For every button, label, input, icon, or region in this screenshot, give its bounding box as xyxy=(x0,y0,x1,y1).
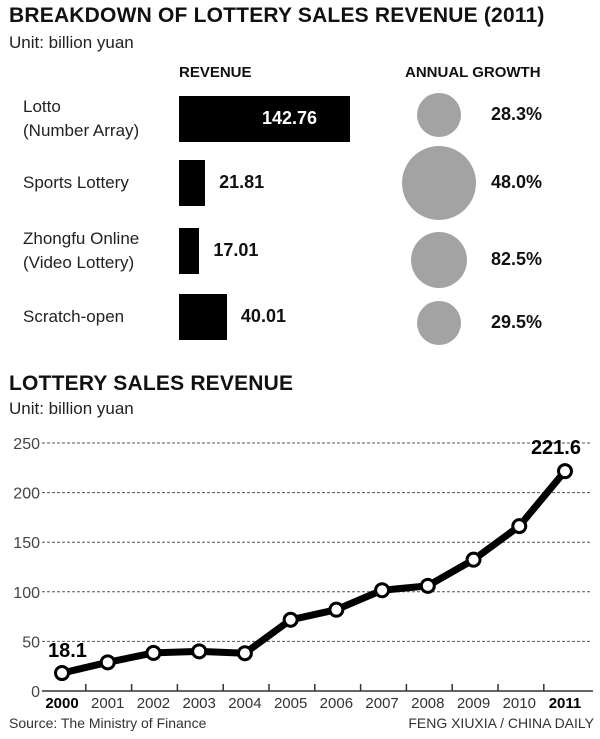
category-label-line: (Video Lottery) xyxy=(23,253,135,272)
x-tick-label: 2011 xyxy=(549,695,582,712)
category-label-line: Lotto xyxy=(23,97,61,116)
data-label-last: 221.6 xyxy=(531,437,581,459)
category-label-line: Sports Lottery xyxy=(23,173,129,192)
x-tick-label: 2004 xyxy=(228,695,261,712)
revenue-bar xyxy=(179,228,200,274)
data-point xyxy=(145,644,162,661)
growth-bubble xyxy=(402,146,476,220)
x-tick-label: 2009 xyxy=(457,695,490,712)
data-point xyxy=(374,582,391,599)
data-point xyxy=(511,518,528,535)
revenue-value-label: 40.01 xyxy=(240,306,286,326)
revenue-column-header: REVENUE xyxy=(179,64,252,81)
revenue-value-label: 17.01 xyxy=(213,240,259,260)
series-line xyxy=(61,468,568,677)
growth-value-label: 29.5% xyxy=(491,312,543,332)
growth-value-label: 48.0% xyxy=(491,172,543,192)
y-tick-label: 100 xyxy=(13,585,40,602)
x-tick-label: 2007 xyxy=(365,695,398,712)
revenue-value-label: 21.81 xyxy=(219,172,265,192)
data-point xyxy=(54,665,70,682)
x-tick-label: 2002 xyxy=(137,695,170,712)
y-tick-label: 150 xyxy=(13,535,40,552)
growth-bubble xyxy=(411,232,467,288)
x-tick-label: 2008 xyxy=(411,695,444,712)
category-label: Lotto (Number Array) xyxy=(23,95,139,143)
y-tick-label: 0 xyxy=(31,684,40,701)
growth-bubble xyxy=(417,93,461,137)
category-label-line: Scratch-open xyxy=(23,307,125,326)
x-tick-label: 2006 xyxy=(320,695,353,712)
growth-value-label: 82.5% xyxy=(491,249,543,269)
y-tick-label: 250 xyxy=(13,436,40,453)
credit-note: FENG XIUXIA / CHINA DAILY xyxy=(408,715,594,731)
growth-column-header: ANNUAL GROWTH xyxy=(405,64,541,81)
source-note: Source: The Ministry of Finance xyxy=(9,715,207,731)
breakdown-unit: Unit: billion yuan xyxy=(9,33,134,52)
data-point xyxy=(419,577,436,594)
data-point xyxy=(557,463,573,480)
revenue-bar xyxy=(179,294,227,340)
category-label-line: Zhongfu Online xyxy=(23,229,140,248)
revenue-bar xyxy=(179,160,206,206)
x-tick-label: 2005 xyxy=(274,695,307,712)
line-chart-title: LOTTERY SALES REVENUE xyxy=(9,372,294,395)
x-tick-label: 2010 xyxy=(503,695,536,712)
growth-value-label: 28.3% xyxy=(491,104,543,124)
category-label: Sports Lottery xyxy=(23,171,129,195)
growth-bubble xyxy=(417,301,461,345)
category-label: Scratch-open xyxy=(23,305,124,329)
data-point xyxy=(282,611,299,628)
data-point xyxy=(465,551,482,568)
category-label-line: (Number Array) xyxy=(23,121,140,140)
line-chart-unit: Unit: billion yuan xyxy=(9,399,134,418)
data-point xyxy=(99,654,116,671)
revenue-value-label: 142.76 xyxy=(262,108,318,128)
x-tick-label: 2003 xyxy=(182,695,215,712)
revenue-bar xyxy=(179,96,350,142)
x-tick-label: 2001 xyxy=(91,695,124,712)
data-point xyxy=(191,643,208,660)
data-point xyxy=(328,601,345,618)
x-tick-label: 2000 xyxy=(45,695,78,712)
breakdown-title: BREAKDOWN OF LOTTERY SALES REVENUE (2011… xyxy=(9,4,545,27)
data-point xyxy=(236,645,253,662)
category-label: Zhongfu Online (Video Lottery) xyxy=(23,227,139,275)
y-tick-label: 200 xyxy=(13,486,40,503)
y-tick-label: 50 xyxy=(22,634,40,651)
data-label-first: 18.1 xyxy=(48,640,87,662)
